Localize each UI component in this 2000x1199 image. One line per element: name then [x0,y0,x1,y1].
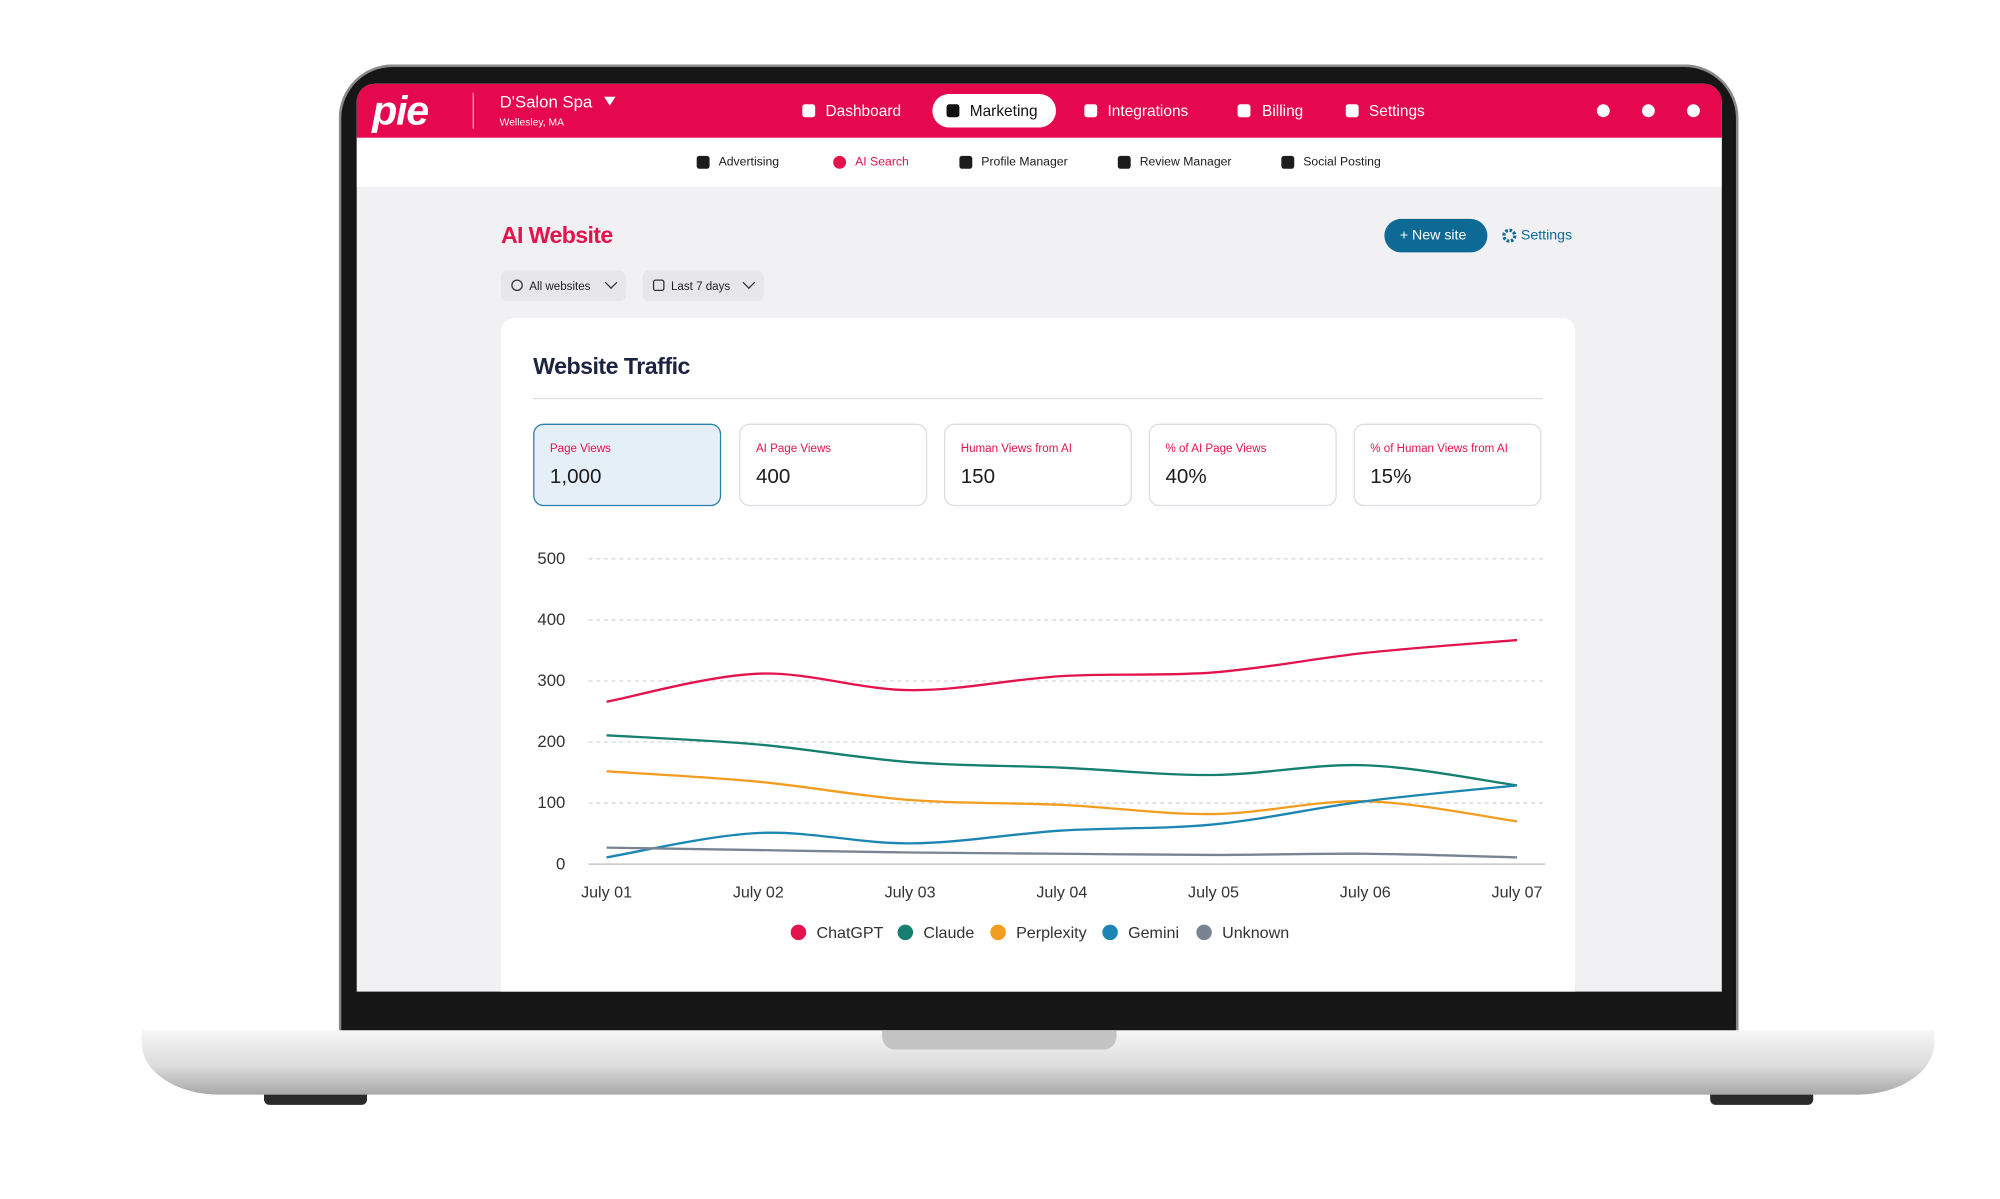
laptop-foot [1710,1094,1814,1105]
metric-value: 1,000 [549,466,602,489]
laptop-notch [882,1030,1117,1050]
series-line [606,734,1518,787]
nav-item[interactable]: Integrations [1107,101,1189,120]
subnav-item[interactable]: Profile Manager [981,155,1068,170]
nav-icon[interactable] [802,104,816,118]
sub-bar [356,137,1722,187]
header-icon[interactable] [1596,104,1610,118]
legend-label: Gemini [1128,924,1179,942]
metric-label: % of AI Page Views [1165,441,1267,455]
nav-icon[interactable] [1084,104,1098,118]
x-tick-label: July 01 [581,884,632,902]
filter-label[interactable]: Last 7 days [670,279,731,293]
metric-card[interactable] [739,423,928,507]
page-title: AI Website [500,222,613,248]
new-site-label[interactable]: + New site [1399,227,1467,244]
filter-button[interactable] [642,270,764,302]
nav-icon[interactable] [1237,104,1251,118]
settings-icon[interactable] [1502,228,1517,243]
screen: pie D'Salon Spa Wellesley, MA AI Website… [356,83,1722,992]
subnav-icon[interactable] [1117,155,1131,169]
dropdown-arrow[interactable] [603,96,616,107]
nav-icon[interactable] [946,104,960,118]
y-tick-label: 300 [537,671,565,690]
legend-label: Claude [923,924,974,942]
legend-swatch [1196,924,1212,941]
metric-label: AI Page Views [755,441,832,455]
metric-label: % of Human Views from AI [1370,441,1508,455]
x-tick-label: July 05 [1188,884,1239,902]
divider [472,92,474,129]
y-tick-label: 400 [537,610,565,629]
metric-label: Page Views [549,441,611,455]
business-name[interactable]: D'Salon Spa [499,92,593,112]
legend-label: Perplexity [1016,924,1087,942]
x-tick-label: July 04 [1036,884,1087,902]
series-line [606,784,1518,859]
x-tick-label: July 03 [885,884,936,902]
nav-item[interactable]: Marketing [969,101,1038,120]
series-line [606,846,1518,859]
x-tick-label: July 02 [733,884,784,902]
traffic-chart: 0 100 200 300 400 500 July 01 July 02 July 03 Jul… [537,549,1546,942]
header-icon[interactable] [1687,104,1700,118]
filter-label[interactable]: All websites [529,279,591,293]
subnav-icon[interactable] [1281,155,1295,169]
subnav-item[interactable]: Advertising [718,155,780,170]
series-line [606,638,1518,703]
metric-card[interactable] [1353,423,1542,507]
subnav-icon[interactable] [833,155,847,169]
legend-label: ChatGPT [816,924,883,942]
subnav-icon[interactable] [696,155,710,169]
settings-link[interactable]: Settings [1520,227,1573,244]
legend-swatch [897,924,914,941]
nav-item[interactable]: Settings [1368,101,1425,120]
metric-value: 400 [755,466,791,489]
location: Wellesley, MA [499,116,564,129]
filter-icon[interactable] [511,279,523,292]
subnav-item[interactable]: Review Manager [1139,155,1232,170]
y-tick-label: 500 [537,549,565,568]
series-line [606,770,1518,823]
metric-value: 40% [1165,466,1207,489]
card-title: Website Traffic [533,353,690,380]
new-site-button[interactable] [1384,218,1488,253]
subnav-item[interactable]: AI Search [855,155,909,170]
y-tick-label: 100 [537,793,565,812]
y-tick-label: 200 [537,732,565,751]
subnav-icon[interactable] [959,155,973,169]
logo[interactable]: pie [372,86,429,134]
metric-card[interactable] [1148,423,1337,507]
nav-icon[interactable] [1345,104,1359,118]
subnav-item[interactable]: Social Posting [1303,155,1381,170]
metric-value: 150 [960,466,996,489]
metric-label: Human Views from AI [960,441,1072,455]
metric-card[interactable] [533,423,722,507]
filter-icon[interactable] [652,279,665,292]
card-divider [533,397,1543,400]
legend-label: Unknown [1222,924,1289,942]
nav-item[interactable]: Dashboard [825,101,902,120]
legend-swatch [790,924,807,941]
header-icon[interactable] [1641,104,1655,118]
x-tick-label: July 07 [1492,884,1543,902]
y-tick-label: 0 [556,854,565,873]
legend-swatch [990,924,1006,941]
x-tick-label: July 06 [1340,884,1391,902]
legend-swatch [1102,924,1118,941]
laptop-foot [263,1094,368,1105]
nav-item[interactable]: Billing [1262,101,1304,120]
metric-card[interactable] [943,423,1132,507]
metric-value: 15% [1370,466,1412,489]
